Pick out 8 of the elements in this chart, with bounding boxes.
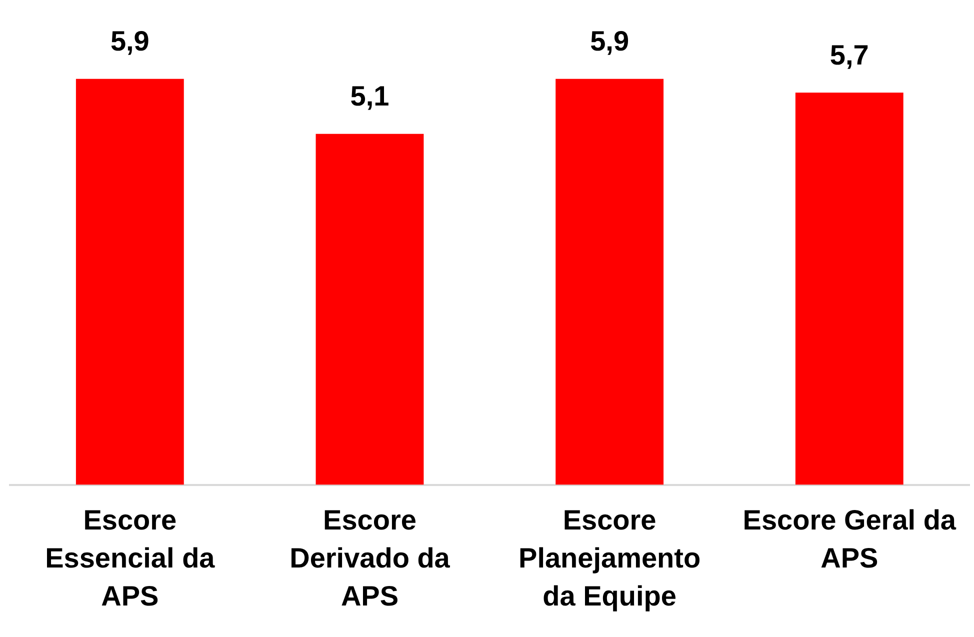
- data-label: 5,9: [590, 26, 630, 57]
- data-label: 5,9: [110, 26, 150, 57]
- data-label: 5,7: [830, 39, 869, 70]
- x-tick-label: Escore Derivado da APS: [290, 504, 450, 612]
- x-tick-label: Escore Essencial da APS: [45, 504, 216, 612]
- x-tick-label: Escore Planejamento da Equipe: [518, 504, 701, 612]
- x-tick-label: Escore Geral da APS: [742, 504, 956, 574]
- data-label: 5,1: [350, 80, 390, 112]
